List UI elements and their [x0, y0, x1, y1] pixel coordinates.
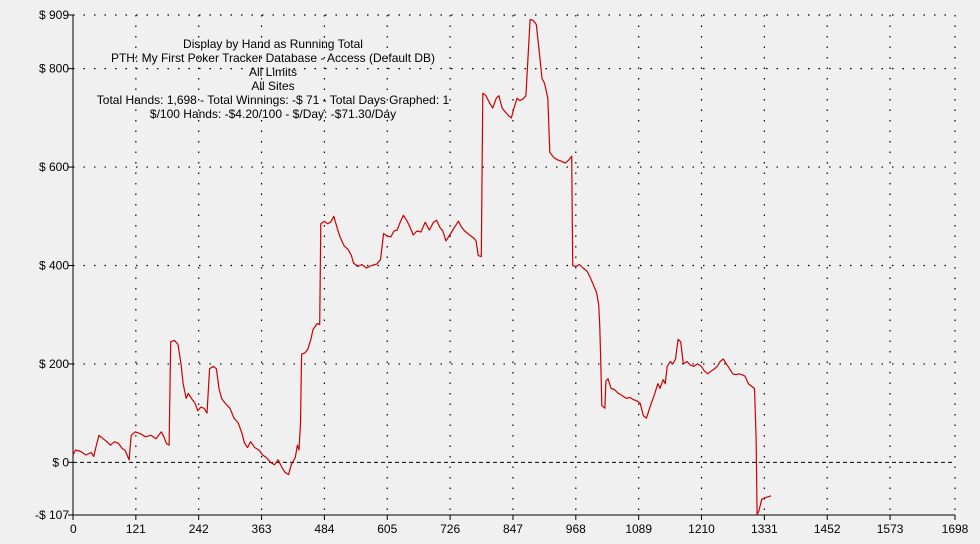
x-tick-label: 605 — [377, 522, 397, 536]
x-tick-label: 0 — [70, 522, 77, 536]
x-tick-label: 1573 — [877, 522, 904, 536]
title-line: Display by Hand as Running Total — [183, 37, 363, 51]
x-tick-label: 363 — [252, 522, 272, 536]
x-tick-label: 242 — [189, 522, 209, 536]
x-tick-label: 484 — [314, 522, 334, 536]
chart-title-block: Display by Hand as Running Total PTH: My… — [97, 37, 450, 121]
y-tick-label: $ 400 — [39, 258, 69, 272]
x-tick-label: 968 — [566, 522, 586, 536]
y-tick-label: $ 909 — [39, 8, 69, 22]
x-tick-label: 847 — [503, 522, 523, 536]
title-line: PTH: My First Poker Tracker Database - A… — [111, 51, 435, 65]
series-line — [72, 18, 772, 515]
x-tick-label: 1452 — [814, 522, 841, 536]
x-tick-label: 1210 — [688, 522, 715, 536]
x-tick-label: 726 — [440, 522, 460, 536]
title-line: All Limits — [249, 65, 297, 79]
gridlines — [73, 14, 956, 515]
x-tick-label: 121 — [126, 522, 146, 536]
y-tick-labels: $ 909 $ 800 $ 600 $ 400 $ 200 $ 0 -$ 107 — [35, 8, 73, 522]
x-tick-labels: 0 121 242 363 484 605 726 847 968 1089 1210 1331 145… — [70, 515, 969, 536]
title-line: Total Hands: 1,698 - Total Winnings: -$ … — [97, 93, 450, 107]
title-line: All Sites — [251, 79, 294, 93]
y-tick-label: $ 800 — [39, 62, 69, 76]
x-tick-label: 1089 — [625, 522, 652, 536]
y-tick-label: $ 600 — [39, 160, 69, 174]
x-tick-label: 1698 — [942, 522, 969, 536]
title-line: $/100 Hands: -$4.20/100 - $/Day: -$71.30… — [150, 107, 396, 121]
y-tick-label: $ 200 — [39, 357, 69, 371]
y-tick-label: -$ 107 — [35, 508, 69, 522]
y-tick-label: $ 0 — [52, 455, 69, 469]
x-tick-label: 1331 — [751, 522, 778, 536]
